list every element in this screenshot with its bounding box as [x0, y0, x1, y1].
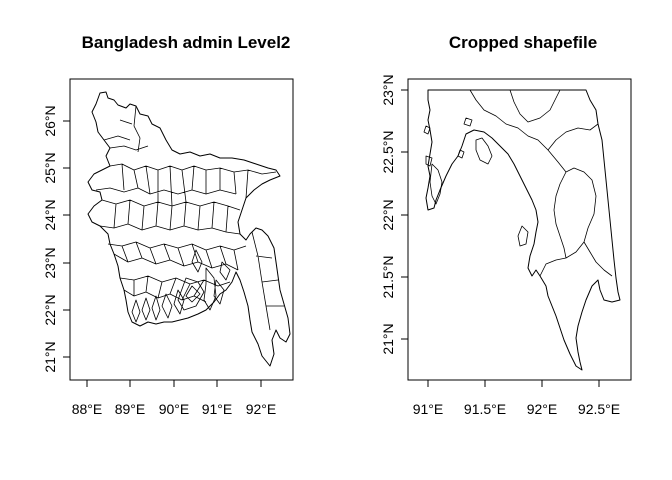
right-x-tick-label: 92.5°E [578, 401, 620, 417]
cropped-region-outline [425, 89, 621, 371]
right-panel: Cropped shapefile 91°E 91.5°E 92°E 92.5°… [380, 33, 632, 417]
right-y-tick-label: 21°N [380, 323, 396, 354]
left-y-tick-label: 23°N [42, 247, 58, 278]
left-y-tick-label: 22°N [42, 294, 58, 325]
left-y-tick-label: 21°N [42, 341, 58, 372]
cropped-shapefile-map [423, 89, 621, 371]
left-panel: Bangladesh admin Level2 88°E 89°E 90°E 9… [42, 33, 294, 417]
left-y-tick-label: 24°N [42, 199, 58, 230]
right-x-tick-label: 92°E [527, 401, 558, 417]
left-x-axis: 88°E 89°E 90°E 91°E 92°E [72, 379, 277, 417]
cropped-islands [423, 117, 529, 247]
left-panel-title: Bangladesh admin Level2 [82, 33, 291, 52]
district-boundaries [95, 105, 284, 331]
right-y-tick-label: 21.5°N [380, 256, 396, 299]
left-y-axis: 21°N 22°N 23°N 24°N 25°N 26°N [42, 105, 71, 373]
left-x-tick-label: 89°E [115, 401, 146, 417]
right-y-tick-label: 23°N [380, 74, 396, 105]
right-panel-title: Cropped shapefile [449, 33, 597, 52]
left-x-tick-label: 88°E [72, 401, 103, 417]
left-y-tick-label: 25°N [42, 152, 58, 183]
right-y-tick-label: 22°N [380, 199, 396, 230]
right-y-tick-label: 22.5°N [380, 131, 396, 174]
left-x-tick-label: 91°E [202, 401, 233, 417]
cropped-district-boundaries [469, 89, 613, 277]
right-x-tick-label: 91.5°E [464, 401, 506, 417]
left-x-tick-label: 92°E [246, 401, 277, 417]
bangladesh-districts-map [87, 91, 291, 367]
right-x-tick-label: 91°E [413, 401, 444, 417]
delta-islands [131, 249, 231, 323]
right-x-axis: 91°E 91.5°E 92°E 92.5°E [413, 379, 620, 417]
left-y-tick-label: 26°N [42, 105, 58, 136]
left-x-tick-label: 90°E [159, 401, 190, 417]
country-outline [87, 91, 291, 367]
right-y-axis: 21°N 21.5°N 22°N 22.5°N 23°N [380, 74, 409, 355]
